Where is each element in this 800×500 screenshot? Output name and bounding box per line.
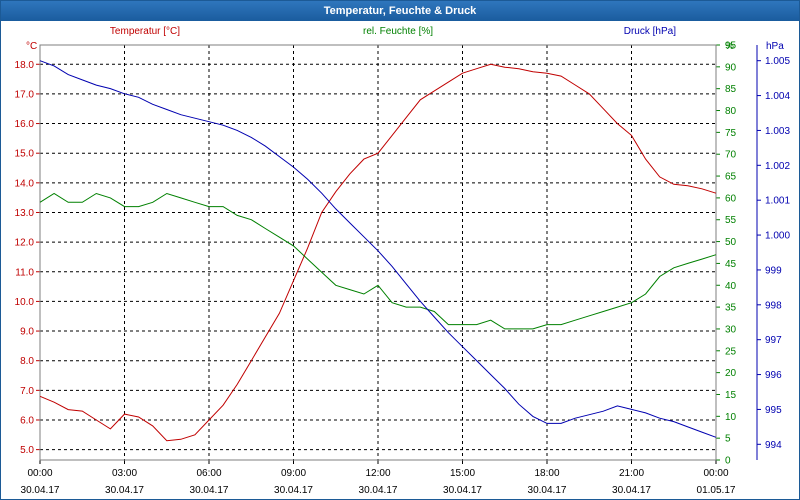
x-tick-time: 09:00 (281, 468, 306, 479)
series-line-pressure (39, 60, 717, 438)
x-tick-time: 03:00 (112, 468, 137, 479)
temp-tick-label: 12.0 (15, 238, 35, 249)
hum-tick-label: 15 (725, 390, 737, 401)
press-tick-label: 995 (765, 405, 782, 416)
hum-tick-label: 20 (725, 368, 737, 379)
hum-tick-label: 10 (725, 412, 737, 423)
x-tick-time: 00:00 (27, 468, 52, 479)
hum-tick-label: 25 (725, 346, 737, 357)
legend-label: rel. Feuchte [%] (363, 26, 433, 37)
press-tick-label: 998 (765, 300, 782, 311)
series-line-humidity (39, 192, 717, 330)
temp-tick-label: 9.0 (20, 327, 34, 338)
hum-tick-label: 95 (725, 41, 737, 52)
press-tick-label: 999 (765, 265, 782, 276)
hum-tick-label: 90 (725, 62, 737, 73)
hum-tick-label: 65 (725, 172, 737, 183)
x-tick-date: 30.04.17 (612, 485, 651, 496)
press-tick-label: 1.000 (765, 231, 790, 242)
hum-tick-label: 30 (725, 324, 737, 335)
x-tick-time: 12:00 (365, 468, 390, 479)
temp-unit-label: °C (26, 41, 37, 52)
temp-tick-label: 5.0 (20, 445, 34, 456)
press-unit-label: hPa (766, 41, 784, 52)
press-tick-label: 1.001 (765, 196, 790, 207)
legend-label: Druck [hPa] (624, 26, 676, 37)
hum-tick-label: 0 (725, 456, 731, 467)
temp-tick-label: 13.0 (15, 208, 35, 219)
labels: 00:00 30.04.17 03:00 30.04.17 06:00 30.04.17 0… (15, 26, 791, 496)
x-tick-date: 30.04.17 (443, 485, 482, 496)
press-tick-label: 994 (765, 440, 782, 451)
hum-tick-label: 45 (725, 259, 737, 270)
hum-tick-label: 60 (725, 193, 737, 204)
press-tick-label: 1.004 (765, 91, 790, 102)
temp-tick-label: 16.0 (15, 119, 35, 130)
temp-tick-label: 7.0 (20, 386, 34, 397)
temp-tick-label: 8.0 (20, 356, 34, 367)
x-tick-date: 30.04.17 (190, 485, 229, 496)
temp-tick-label: 18.0 (15, 60, 35, 71)
x-tick-date: 01.05.17 (697, 485, 736, 496)
hum-tick-label: 5 (725, 434, 731, 445)
x-tick-date: 30.04.17 (21, 485, 60, 496)
hum-tick-label: 75 (725, 128, 737, 139)
temp-tick-label: 15.0 (15, 149, 35, 160)
temp-tick-label: 14.0 (15, 178, 35, 189)
press-tick-label: 996 (765, 370, 782, 381)
temp-tick-label: 11.0 (15, 267, 34, 278)
grid (36, 44, 761, 464)
press-tick-label: 1.005 (765, 56, 790, 67)
x-tick-time: 21:00 (619, 468, 644, 479)
series-layer (39, 60, 717, 442)
temp-tick-label: 10.0 (15, 297, 35, 308)
legend-label: Temperatur [°C] (110, 26, 180, 37)
window-title: Temperatur, Feuchte & Druck (1, 1, 799, 21)
press-tick-label: 1.003 (765, 126, 790, 137)
hum-tick-label: 50 (725, 237, 737, 248)
x-tick-date: 30.04.17 (528, 485, 567, 496)
x-tick-time: 06:00 (196, 468, 221, 479)
series-line-temperature (39, 63, 717, 442)
x-tick-time: 18:00 (534, 468, 559, 479)
x-tick-date: 30.04.17 (105, 485, 144, 496)
temp-tick-label: 6.0 (20, 415, 34, 426)
hum-unit-label: % (725, 41, 734, 52)
x-tick-time: 15:00 (450, 468, 475, 479)
hum-tick-label: 70 (725, 150, 737, 161)
x-tick-date: 30.04.17 (274, 485, 313, 496)
hum-tick-label: 55 (725, 215, 737, 226)
hum-tick-label: 80 (725, 106, 737, 117)
hum-tick-label: 85 (725, 84, 737, 95)
press-tick-label: 1.002 (765, 161, 790, 172)
plot-border (39, 44, 717, 461)
hum-tick-label: 35 (725, 303, 737, 314)
hum-tick-label: 40 (725, 281, 737, 292)
x-tick-date: 30.04.17 (359, 485, 398, 496)
press-tick-label: 997 (765, 335, 782, 346)
x-tick-time: 00:00 (703, 468, 728, 479)
temp-tick-label: 17.0 (15, 89, 35, 100)
